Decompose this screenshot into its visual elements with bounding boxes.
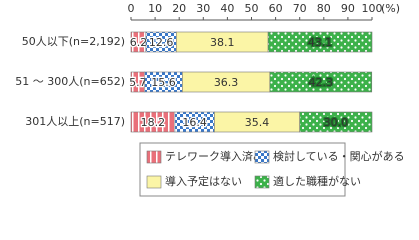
bar-segment — [267, 31, 373, 53]
legend-swatch — [254, 150, 270, 164]
bar-segment — [299, 111, 373, 133]
value-label: 12.6 — [149, 36, 174, 49]
y-tick-label: 51 ～ 300人(n=652) — [15, 75, 125, 88]
value-label: 5.7 — [129, 76, 147, 89]
x-tick-label: 10 — [148, 2, 162, 15]
legend-label: 適した職種がない — [273, 174, 361, 188]
y-tick-label: 50人以下(n=2,192) — [22, 35, 125, 48]
value-label: 18.2 — [141, 116, 166, 129]
x-tick-label: 30 — [196, 2, 210, 15]
legend-label: 検討している・関心がある — [273, 149, 405, 163]
legend-swatch — [146, 175, 162, 189]
value-label: 16.4 — [182, 116, 207, 129]
x-tick-label: 40 — [220, 2, 234, 15]
x-tick-label: 50 — [245, 2, 259, 15]
bar-segment — [269, 71, 373, 93]
y-tick-label: 301人以上(n=517) — [25, 115, 125, 128]
chart: 0 10 20 30 40 50 60 70 80 90 100(%) 50人以下(n=2,192) 6… — [15, 2, 405, 197]
x-tick-label: 90 — [341, 2, 355, 15]
legend-swatch — [146, 150, 162, 164]
legend-swatch — [254, 175, 270, 189]
value-label: 38.1 — [210, 36, 235, 49]
legend-box — [139, 142, 346, 197]
x-tick-label: 70 — [293, 2, 307, 15]
value-label: 30.0 — [324, 116, 349, 129]
value-label: 43.1 — [308, 36, 333, 49]
x-tick-label: 100 — [362, 2, 383, 15]
legend-label: テレワーク導入済み — [165, 149, 264, 163]
x-tick-label: 80 — [317, 2, 331, 15]
value-label: 42.3 — [309, 76, 334, 89]
x-axis-label: (%) — [381, 2, 400, 15]
legend-label: 導入予定はない — [165, 174, 242, 188]
value-label: 35.4 — [245, 116, 270, 129]
x-tick-label: 60 — [269, 2, 283, 15]
x-tick-label: 20 — [172, 2, 186, 15]
value-label: 6.2 — [130, 36, 148, 49]
value-label: 15.6 — [151, 76, 176, 89]
value-label: 36.3 — [214, 76, 239, 89]
x-tick-label: 0 — [128, 2, 135, 15]
